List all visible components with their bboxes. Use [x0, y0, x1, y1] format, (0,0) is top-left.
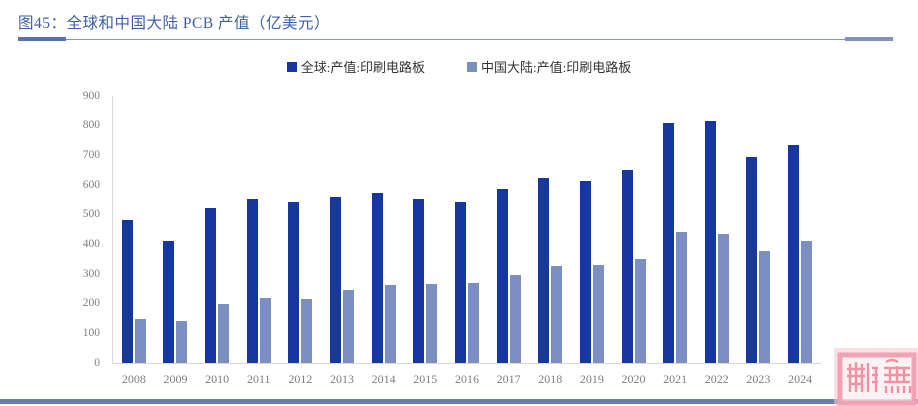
- chart-legend: 全球:产值:印刷电路板 中国大陆:产值:印刷电路板: [0, 57, 918, 76]
- bar-global-2010[interactable]: [205, 207, 217, 363]
- bar-group-2020: 2020: [621, 96, 646, 385]
- y-tick-label: 500: [82, 207, 100, 220]
- x-tick-label: 2020: [621, 372, 646, 386]
- legend-swatch-global: [286, 61, 297, 72]
- bar-global-2016[interactable]: [454, 202, 466, 363]
- legend-label-china-mainland: 中国大陆:产值:印刷电路板: [481, 60, 632, 75]
- x-tick-label: 2010: [205, 372, 230, 386]
- x-tick-label: 2023: [746, 372, 771, 386]
- bar-china-mainland-2012[interactable]: [301, 298, 313, 363]
- bar-china-mainland-2009[interactable]: [176, 320, 188, 363]
- bar-global-2012[interactable]: [288, 201, 300, 363]
- y-tick-label: 300: [82, 267, 100, 280]
- bar-global-2022[interactable]: [704, 120, 716, 363]
- bar-group-2014: 2014: [371, 96, 396, 385]
- y-tick-label: 700: [82, 148, 100, 161]
- bar-group-2011: 2011: [246, 96, 271, 385]
- title-underline: [18, 39, 893, 40]
- legend-swatch-china-mainland: [467, 61, 477, 72]
- y-tick-label: 100: [82, 326, 100, 339]
- bar-china-mainland-2020[interactable]: [634, 259, 646, 363]
- y-tick-label: 600: [82, 178, 100, 191]
- y-tick-label: 400: [82, 237, 100, 250]
- bar-global-2008[interactable]: [121, 220, 133, 363]
- bar-group-2015: 2015: [413, 96, 438, 385]
- bar-group-2024: 2024: [788, 96, 813, 385]
- bar-group-2016: 2016: [454, 96, 479, 385]
- x-tick-label: 2008: [121, 372, 146, 386]
- bar-global-2013[interactable]: [330, 196, 342, 363]
- y-tick-label: 200: [82, 296, 100, 309]
- bar-china-mainland-2016[interactable]: [467, 282, 479, 363]
- bar-china-mainland-2018[interactable]: [551, 265, 563, 363]
- bar-global-2023[interactable]: [746, 156, 758, 363]
- figure-title: 图45：全球和中国大陆 PCB 产值（亿美元）: [18, 15, 331, 32]
- y-axis-labels: 0 100 200 300 400 500 600 700 800 900: [0, 90, 100, 368]
- footer-accent-bar: [0, 399, 918, 404]
- title-underline-left-accent: [18, 37, 66, 41]
- plot-area: 2008 2009 2010 2011 2012 2013 2014 2015 2016 2017…: [112, 96, 821, 385]
- bar-china-mainland-2015[interactable]: [426, 283, 438, 363]
- y-tick-label: 0: [94, 356, 100, 369]
- x-tick-label: 2022: [704, 372, 729, 386]
- x-tick-label: 2011: [246, 372, 271, 386]
- bar-china-mainland-2008[interactable]: [134, 318, 146, 363]
- bar-group-2022: 2022: [704, 96, 729, 385]
- bar-group-2018: 2018: [538, 96, 563, 385]
- bar-global-2018[interactable]: [538, 177, 550, 363]
- bar-china-mainland-2010[interactable]: [218, 303, 230, 363]
- title-underline-right-accent: [845, 37, 893, 41]
- bar-global-2019[interactable]: [579, 181, 591, 363]
- bar-china-mainland-2014[interactable]: [384, 285, 396, 363]
- bar-group-2012: 2012: [288, 96, 313, 385]
- bar-china-mainland-2023[interactable]: [759, 250, 771, 363]
- bar-global-2020[interactable]: [621, 169, 633, 363]
- bar-global-2024[interactable]: [788, 145, 800, 363]
- bar-china-mainland-2019[interactable]: [592, 265, 604, 363]
- bar-group-2010: 2010: [205, 96, 230, 385]
- x-tick-label: 2016: [454, 372, 479, 386]
- x-tick-label: 2018: [538, 372, 563, 386]
- x-tick-label: 2021: [663, 372, 688, 386]
- y-tick-label: 800: [82, 118, 100, 131]
- bar-group-2017: 2017: [496, 96, 521, 385]
- legend-item-global[interactable]: 全球:产值:印刷电路板: [286, 57, 425, 76]
- x-tick-label: 2024: [788, 372, 813, 386]
- x-tick-label: 2013: [330, 372, 355, 386]
- legend-item-china-mainland[interactable]: 中国大陆:产值:印刷电路板: [467, 57, 631, 76]
- bar-china-mainland-2017[interactable]: [509, 274, 521, 363]
- y-tick-label: 900: [82, 89, 100, 102]
- bar-china-mainland-2021[interactable]: [676, 231, 688, 363]
- x-tick-label: 2015: [413, 372, 438, 386]
- bar-group-2013: 2013: [330, 96, 355, 385]
- bar-group-2019: 2019: [579, 96, 604, 385]
- bar-china-mainland-2013[interactable]: [343, 290, 355, 363]
- legend-label-global: 全球:产值:印刷电路板: [300, 60, 425, 75]
- bar-global-2021[interactable]: [663, 123, 675, 363]
- bar-group-2008: 2008: [121, 96, 146, 385]
- bar-global-2009[interactable]: [163, 240, 175, 363]
- bar-global-2014[interactable]: [371, 192, 383, 363]
- x-tick-label: 2017: [496, 372, 521, 386]
- bar-global-2011[interactable]: [246, 198, 258, 363]
- seal-watermark-icon: [834, 348, 918, 406]
- bar-china-mainland-2024[interactable]: [801, 240, 813, 363]
- x-tick-label: 2009: [163, 372, 188, 386]
- x-tick-label: 2012: [288, 372, 313, 386]
- bar-china-mainland-2011[interactable]: [259, 297, 271, 363]
- bar-china-mainland-2022[interactable]: [717, 233, 729, 363]
- x-tick-label: 2019: [579, 372, 604, 386]
- x-tick-label: 2014: [371, 372, 396, 386]
- bar-global-2015[interactable]: [413, 198, 425, 363]
- bar-global-2017[interactable]: [496, 188, 508, 363]
- bar-group-2009: 2009: [163, 96, 188, 385]
- bar-group-2023: 2023: [746, 96, 771, 385]
- bar-group-2021: 2021: [663, 96, 688, 385]
